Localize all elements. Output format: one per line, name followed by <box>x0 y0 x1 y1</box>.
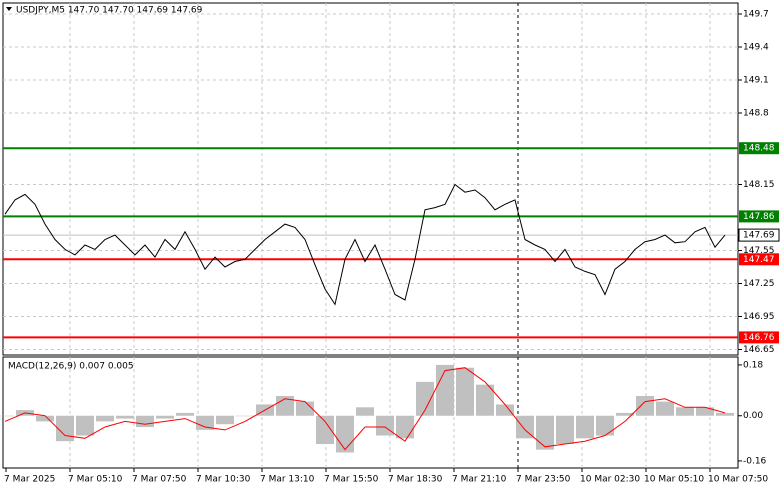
x-tick-label: 7 Mar 18:30 <box>388 475 443 485</box>
macd-bar <box>356 407 374 416</box>
macd-bar <box>676 407 694 416</box>
macd-bar <box>416 381 434 416</box>
x-tick-label: 7 Mar 21:10 <box>452 475 507 485</box>
labels: 7 Mar 2025 7 Mar 05:10 7 Mar 07:50 7 Mar 10… <box>4 10 780 485</box>
macd-label: MACD(12,26,9) 0.007 0.005 <box>8 362 134 372</box>
macd-bar <box>96 415 114 422</box>
y-tick-label: -0.16 <box>743 456 767 466</box>
y-tick-label: 146.95 <box>743 312 775 322</box>
macd-bar <box>216 415 234 425</box>
y-tick-label: 0.18 <box>743 360 763 370</box>
y-tick-label: 147.25 <box>743 279 775 289</box>
chart-title: USDJPY,M5 147.70 147.70 147.69 147.69 <box>16 6 203 16</box>
x-tick-label: 7 Mar 15:50 <box>324 475 379 485</box>
x-tick-label: 7 Mar 13:10 <box>260 475 315 485</box>
y-tick-label: 148.8 <box>743 109 769 119</box>
macd-bar <box>716 412 734 416</box>
marks <box>0 147 738 453</box>
macd-bar <box>656 401 674 416</box>
y-tick-label: 149.4 <box>743 43 769 53</box>
y-tick-label: 149.1 <box>743 76 769 86</box>
macd-bar <box>76 415 94 436</box>
title-arrow <box>6 7 12 11</box>
macd-bar <box>316 415 334 444</box>
x-tick-label: 7 Mar 2025 <box>4 475 55 485</box>
last-price-box <box>738 228 780 242</box>
y-tick-label: 147.55 <box>743 246 775 256</box>
macd-bar <box>116 415 134 419</box>
y-tick-label: 148.15 <box>743 180 775 190</box>
level-label: 148.48 <box>743 144 775 154</box>
price-line <box>4 183 726 306</box>
x-tick-label: 7 Mar 07:50 <box>132 475 187 485</box>
level-box <box>739 142 779 155</box>
macd-panel <box>2 356 739 469</box>
macd-bar <box>596 415 614 436</box>
macd-bar <box>0 415 14 417</box>
level-label: 146.76 <box>743 333 775 343</box>
macd-bar <box>576 415 594 439</box>
macd-bar <box>36 415 54 422</box>
macd-bar <box>436 364 454 416</box>
macd-bar <box>136 415 154 428</box>
y-tick-label: 146.65 <box>743 345 775 355</box>
macd-bar <box>376 415 394 436</box>
macd-bar <box>296 401 314 416</box>
macd-bar <box>616 412 634 416</box>
macd-bar <box>156 415 174 419</box>
macd-bar <box>176 412 194 416</box>
macd-bar <box>456 367 474 416</box>
x-tick-label: 7 Mar 23:50 <box>516 475 571 485</box>
macd-signal <box>4 367 726 451</box>
macd-bar <box>696 407 714 416</box>
y-tick-label: 149.7 <box>743 10 769 20</box>
x-tick-label: 10 Mar 02:30 <box>580 475 640 485</box>
x-tick-label: 7 Mar 05:10 <box>68 475 123 485</box>
macd-bar <box>496 404 514 416</box>
macd-bar <box>476 384 494 416</box>
y-tick-label: 0.00 <box>743 411 763 421</box>
macd-bar <box>56 415 74 442</box>
macd-bar <box>196 415 214 430</box>
macd-bar <box>236 415 254 417</box>
macd-bar <box>396 415 414 439</box>
last-price-label: 147.69 <box>743 231 775 241</box>
level-label: 147.47 <box>743 255 775 265</box>
x-tick-label: 10 Mar 05:10 <box>644 475 704 485</box>
price-panel <box>2 2 739 356</box>
macd-bar <box>556 415 574 444</box>
macd-bar <box>536 415 554 450</box>
level-box <box>739 210 779 223</box>
level-box <box>739 331 779 344</box>
x-tick-label: 10 Mar 07:50 <box>708 475 768 485</box>
macd-bar <box>636 395 654 416</box>
macd-bar <box>516 415 534 439</box>
level-label: 147.86 <box>743 212 775 222</box>
grid <box>3 3 738 468</box>
x-tick-label: 7 Mar 10:30 <box>196 475 251 485</box>
macd-bar <box>336 415 354 453</box>
level-box <box>739 253 779 266</box>
